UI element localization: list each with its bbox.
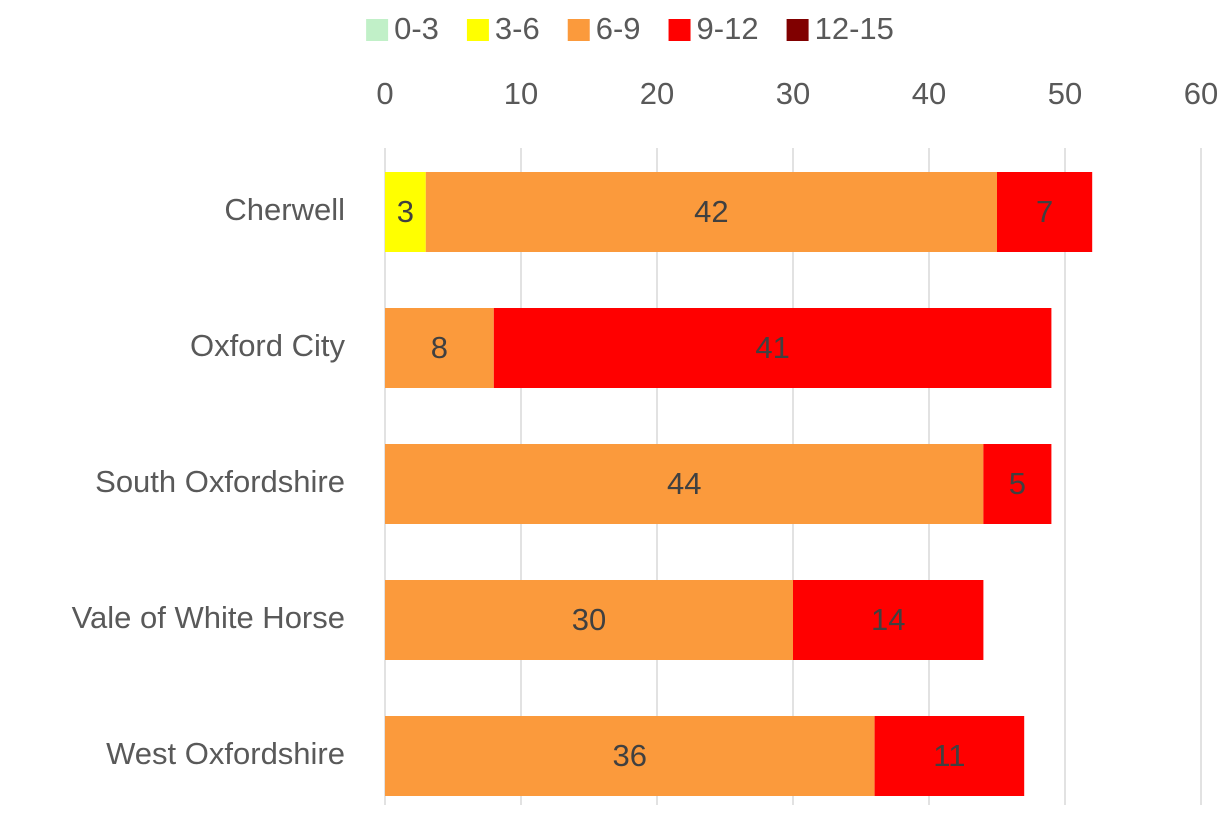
- y-tick-label: South Oxfordshire: [95, 464, 345, 499]
- bar-segment: [385, 172, 426, 252]
- data-label: 11: [933, 738, 965, 773]
- data-label: 7: [1036, 194, 1053, 229]
- y-tick-label: Oxford City: [190, 328, 346, 363]
- legend-swatch: [567, 19, 590, 41]
- legend-swatch: [366, 19, 389, 41]
- bar-segment: [425, 172, 997, 252]
- x-tick-label: 0: [376, 76, 393, 111]
- legend-swatch: [466, 19, 489, 41]
- x-tick-label: 50: [1048, 76, 1082, 111]
- bar-segment: [385, 580, 793, 660]
- data-label: 42: [694, 194, 728, 229]
- x-tick-label: 10: [504, 76, 538, 111]
- bar-segment: [997, 172, 1093, 252]
- x-tick-label: 20: [640, 76, 674, 111]
- y-tick-label: Cherwell: [224, 192, 345, 227]
- bar-segment: [385, 444, 984, 524]
- legend-swatch: [668, 19, 691, 41]
- legend-swatch: [786, 19, 809, 41]
- data-label: 5: [1009, 466, 1026, 501]
- y-tick-label: Vale of White Horse: [72, 600, 345, 635]
- bar-segment: [493, 308, 1052, 388]
- legend-label: 9-12: [697, 11, 759, 46]
- x-tick-label: 60: [1184, 76, 1218, 111]
- x-tick-label: 40: [912, 76, 946, 111]
- data-label: 14: [871, 602, 905, 637]
- data-label: 30: [572, 602, 606, 637]
- data-label: 41: [755, 330, 789, 365]
- y-tick-label: West Oxfordshire: [106, 736, 345, 771]
- data-label: 36: [613, 738, 647, 773]
- bar-segment: [983, 444, 1052, 524]
- bar-segment: [385, 716, 875, 796]
- legend: 0-3 3-6 6-9 9-12 12-15: [366, 11, 894, 46]
- data-label: 44: [667, 466, 701, 501]
- x-tick-label: 30: [776, 76, 810, 111]
- bar-segment: [874, 716, 1025, 796]
- legend-label: 6-9: [596, 11, 641, 46]
- bar-segment: [385, 308, 494, 388]
- data-label: 3: [397, 194, 414, 229]
- legend-label: 12-15: [815, 11, 894, 46]
- data-label: 8: [431, 330, 448, 365]
- bar-segment: [793, 580, 984, 660]
- legend-label: 0-3: [394, 11, 439, 46]
- legend-label: 3-6: [495, 11, 540, 46]
